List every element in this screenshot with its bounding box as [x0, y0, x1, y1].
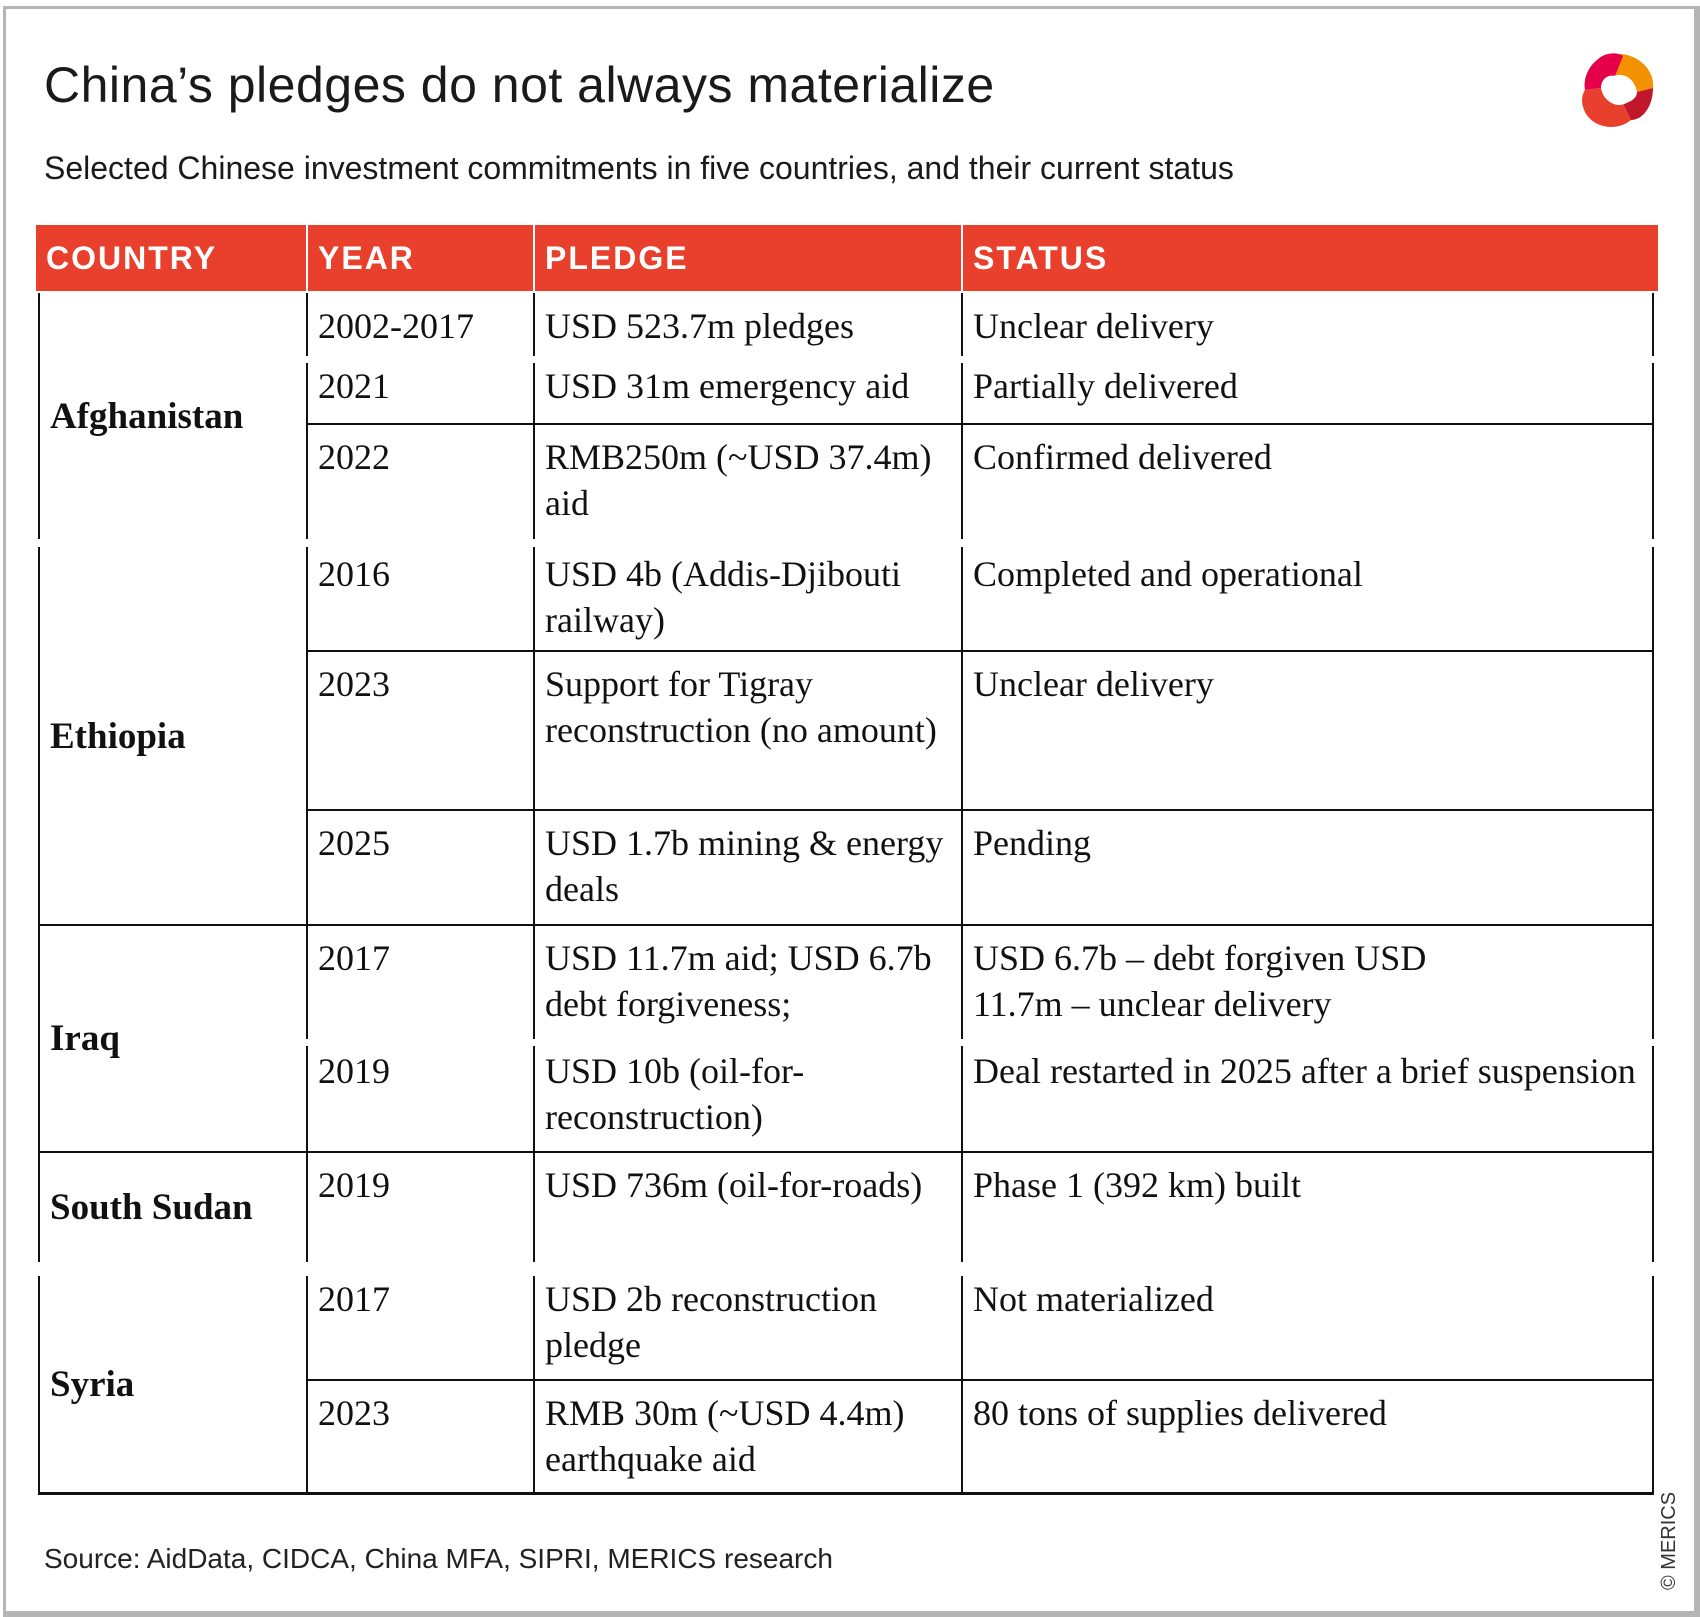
status-cell: Partially delivered	[961, 363, 1654, 424]
year-cell: 2021	[306, 363, 533, 424]
row-divider	[306, 423, 1654, 425]
table-header: COUNTRY YEAR PLEDGE STATUS	[36, 225, 1658, 291]
year-cell: 2002-2017	[306, 293, 533, 356]
pledge-cell: USD 11.7m aid; USD 6.7b debt forgiveness…	[533, 925, 961, 1039]
header-status: STATUS	[961, 225, 1658, 291]
country-cell: Iraq	[38, 925, 306, 1152]
pledge-cell: USD 10b (oil-for-reconstruction)	[533, 1046, 961, 1152]
table-row: 2016 USD 4b (Addis-Djibouti railway) Com…	[306, 547, 1654, 651]
pledge-cell: RMB250m (~USD 37.4m) aid	[533, 424, 961, 539]
status-cell: Unclear delivery	[961, 651, 1654, 810]
table-row: 2025 USD 1.7b mining & energy deals Pend…	[306, 810, 1654, 925]
pledge-cell: USD 4b (Addis-Djibouti railway)	[533, 547, 961, 651]
chart-frame	[3, 6, 1700, 1617]
table-row: 2023 Support for Tigray reconstruction (…	[306, 651, 1654, 810]
row-divider	[306, 650, 1654, 652]
year-cell: 2023	[306, 651, 533, 810]
status-cell: Unclear delivery	[961, 293, 1654, 356]
pledge-cell: USD 736m (oil-for-roads)	[533, 1152, 961, 1262]
page-subtitle: Selected Chinese investment commitments …	[44, 150, 1234, 186]
status-cell: Completed and operational	[961, 547, 1654, 651]
table-row: 2002-2017 USD 523.7m pledges Unclear del…	[306, 293, 1654, 356]
year-cell: 2022	[306, 424, 533, 539]
pledge-cell: Support for Tigray reconstruction (no am…	[533, 651, 961, 810]
year-cell: 2019	[306, 1046, 533, 1152]
year-cell: 2017	[306, 925, 533, 1039]
table-row: 2017 USD 2b reconstruction pledge Not ma…	[306, 1276, 1654, 1380]
header-year: YEAR	[306, 225, 533, 291]
source-note: Source: AidData, CIDCA, China MFA, SIPRI…	[44, 1543, 833, 1574]
status-cell: Confirmed delivered	[961, 424, 1654, 539]
pledge-cell: USD 523.7m pledges	[533, 293, 961, 356]
table-row: 2021 USD 31m emergency aid Partially del…	[306, 363, 1654, 424]
table-row: 2019 USD 10b (oil-for-reconstruction) De…	[306, 1046, 1654, 1152]
pledge-cell: USD 1.7b mining & energy deals	[533, 810, 961, 925]
year-cell: 2023	[306, 1380, 533, 1493]
row-divider	[38, 924, 1654, 926]
table-row: 2023 RMB 30m (~USD 4.4m) earthquake aid …	[306, 1380, 1654, 1493]
header-pledge: PLEDGE	[533, 225, 961, 291]
country-cell: South Sudan	[38, 1152, 306, 1262]
status-cell: Pending	[961, 810, 1654, 925]
table-row: 2017 USD 11.7m aid; USD 6.7b debt forgiv…	[306, 925, 1654, 1039]
year-cell: 2019	[306, 1152, 533, 1262]
copyright: © MERICS	[1658, 1491, 1680, 1590]
year-cell: 2016	[306, 547, 533, 651]
row-divider	[306, 809, 1654, 811]
pledge-cell: USD 31m emergency aid	[533, 363, 961, 424]
status-cell: Not materialized	[961, 1276, 1654, 1380]
table-row: 2019 USD 736m (oil-for-roads) Phase 1 (3…	[306, 1152, 1654, 1262]
status-cell: 80 tons of supplies delivered	[961, 1380, 1654, 1493]
header-country: COUNTRY	[46, 240, 218, 276]
table-row: 2022 RMB250m (~USD 37.4m) aid Confirmed …	[306, 424, 1654, 539]
table-bottom-rule	[38, 1492, 1654, 1495]
row-divider	[38, 1151, 1654, 1153]
pledge-cell: USD 2b reconstruction pledge	[533, 1276, 961, 1380]
status-cell: Deal restarted in 2025 after a brief sus…	[961, 1046, 1654, 1152]
status-cell: Phase 1 (392 km) built	[961, 1152, 1654, 1262]
row-divider	[306, 1379, 1654, 1381]
pledge-cell: RMB 30m (~USD 4.4m) earthquake aid	[533, 1380, 961, 1493]
country-cell: Afghanistan	[38, 293, 306, 539]
year-cell: 2017	[306, 1276, 533, 1380]
page-title: China’s pledges do not always materializ…	[44, 57, 995, 113]
country-cell: Syria	[38, 1276, 306, 1493]
country-cell: Ethiopia	[38, 547, 306, 925]
year-cell: 2025	[306, 810, 533, 925]
merics-logo-icon	[1582, 53, 1654, 127]
status-cell: USD 6.7b – debt forgiven USD 11.7m – unc…	[961, 925, 1654, 1039]
